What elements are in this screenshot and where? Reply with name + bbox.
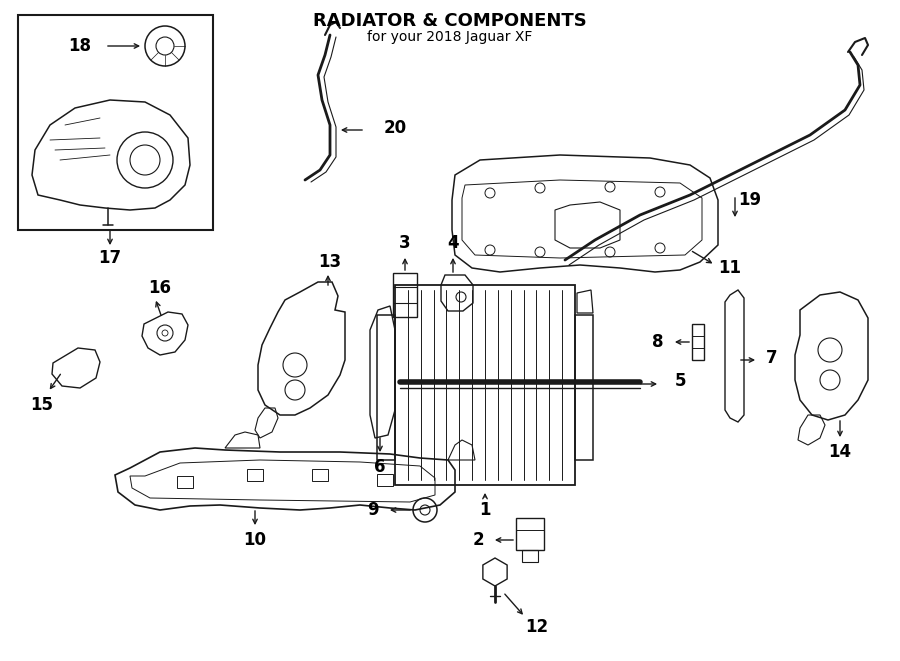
Text: 7: 7 (766, 349, 778, 367)
Text: 4: 4 (447, 234, 459, 252)
Bar (575, 315, 593, 460)
Text: 16: 16 (148, 279, 172, 297)
Text: 6: 6 (374, 458, 386, 476)
Bar (377, 474, 393, 486)
Text: 14: 14 (828, 443, 851, 461)
Text: 17: 17 (98, 249, 122, 267)
Text: 18: 18 (68, 37, 92, 55)
Text: 5: 5 (674, 372, 686, 390)
Bar (393, 273, 417, 317)
Text: 19: 19 (738, 191, 761, 209)
Text: 1: 1 (479, 501, 490, 519)
Text: for your 2018 Jaguar XF: for your 2018 Jaguar XF (367, 30, 533, 44)
Text: 15: 15 (31, 396, 53, 414)
Text: 13: 13 (319, 253, 342, 271)
Text: 10: 10 (244, 531, 266, 549)
Text: 8: 8 (652, 333, 664, 351)
Bar (692, 324, 704, 360)
Bar (312, 469, 328, 481)
Text: 9: 9 (367, 501, 379, 519)
Bar (18, 15, 213, 230)
Bar (522, 550, 538, 562)
Bar (247, 469, 263, 481)
Text: 3: 3 (400, 234, 410, 252)
Text: 20: 20 (383, 119, 407, 137)
Text: RADIATOR & COMPONENTS: RADIATOR & COMPONENTS (313, 12, 587, 30)
Bar (395, 285, 575, 485)
Text: 11: 11 (718, 259, 742, 277)
Bar (377, 315, 395, 460)
Text: 12: 12 (526, 618, 549, 636)
Bar (177, 476, 193, 488)
Text: 2: 2 (472, 531, 484, 549)
Bar (516, 518, 544, 550)
